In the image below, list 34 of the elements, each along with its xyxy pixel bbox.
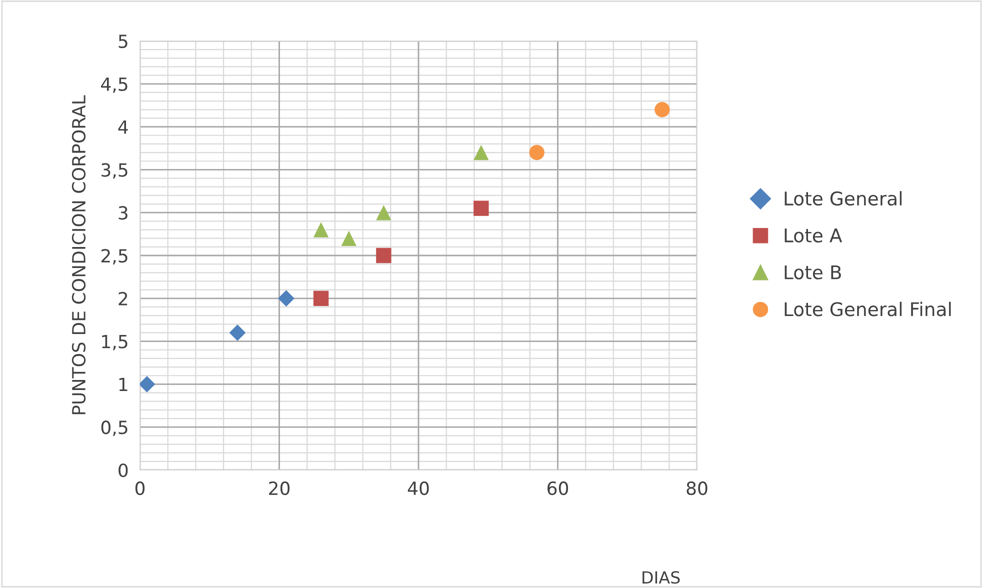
y-tick-label: 0 (118, 463, 128, 478)
x-tick-label: 60 (548, 481, 568, 496)
y-tick-label: 3 (118, 206, 128, 220)
y-tick-label: 0,5 (101, 420, 128, 436)
point (529, 144, 544, 160)
y-axis-title: PUNTOS DE CONDICION CORPORAL (72, 95, 86, 414)
legend-label: Lote General Final (784, 302, 951, 316)
point (474, 200, 489, 216)
point (229, 324, 246, 341)
point (313, 290, 329, 306)
point (474, 144, 489, 160)
x-tick-label: 0 (135, 481, 145, 496)
y-tick-label: 2,5 (102, 248, 128, 264)
x-axis-title: DIAS (642, 571, 680, 584)
x-tick-label: 80 (686, 481, 708, 496)
y-tick-label: 4 (118, 120, 128, 134)
point (278, 290, 294, 307)
y-tick-label: 1 (119, 378, 128, 392)
y-tick-label: 3,5 (102, 163, 128, 179)
point (654, 102, 670, 118)
y-tick-label: 5 (118, 34, 128, 48)
y-tick-label: 2 (118, 292, 128, 306)
legend-label: Lote B (784, 265, 841, 280)
point (376, 248, 392, 264)
point (140, 376, 156, 392)
y-tick-label: 1,5 (102, 334, 128, 350)
legend-label: Lote General (784, 191, 902, 206)
point (313, 222, 329, 238)
point (376, 204, 392, 220)
y-tick-label: 4,5 (101, 78, 128, 93)
x-tick-label: 40 (408, 481, 429, 496)
x-tick-label: 20 (269, 481, 290, 496)
point (341, 230, 356, 246)
legend-label: Lote A (784, 228, 842, 242)
